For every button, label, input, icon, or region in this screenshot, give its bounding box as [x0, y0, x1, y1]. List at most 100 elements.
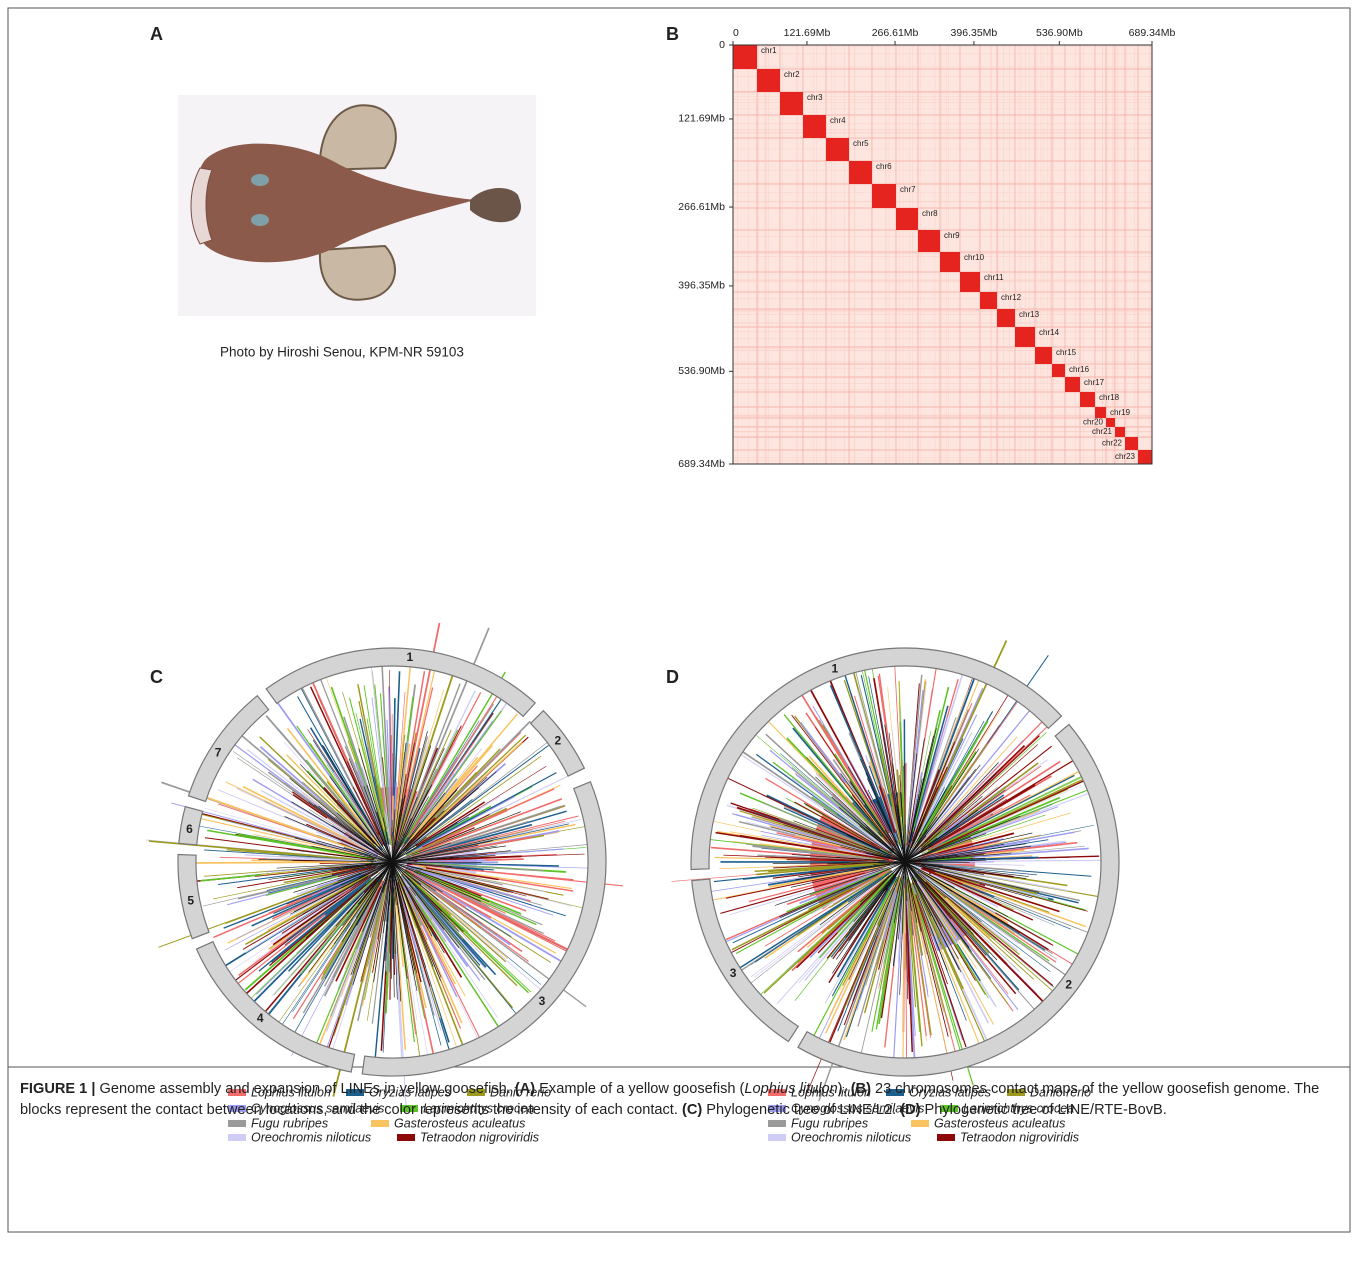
chromosome-label: chr7 [900, 185, 916, 194]
tree-branch [386, 719, 392, 828]
tree-branch [750, 878, 884, 984]
legend-swatch [467, 1089, 485, 1096]
tree-branch [409, 756, 479, 841]
tree-branch [904, 861, 978, 935]
tree-branch [343, 847, 372, 857]
tree-branch [258, 881, 368, 972]
tree-branch [922, 887, 977, 969]
tree-branch [921, 807, 1003, 854]
tree-branch [853, 887, 894, 974]
legend-swatch [768, 1105, 786, 1112]
tree-branch [853, 695, 900, 843]
tree-branch [397, 667, 457, 841]
tree-branch [391, 861, 417, 973]
tree-branch [904, 861, 922, 932]
phylogenetic-tree [671, 640, 1112, 1102]
tree-branch [320, 876, 384, 980]
tree-branch [391, 861, 395, 998]
tree-branch [904, 742, 955, 863]
tree-branch [245, 874, 369, 946]
tree-branch [349, 857, 361, 860]
tree-branch [311, 870, 371, 897]
tree-branch [914, 716, 948, 830]
tree-branch [904, 861, 918, 923]
tree-branch [728, 866, 890, 916]
tree-branch [904, 816, 938, 863]
tree-branch [927, 778, 1083, 852]
tree-branch [847, 766, 906, 863]
tree-branch [730, 831, 876, 857]
tree-branch [293, 861, 393, 893]
tree-branch [418, 868, 459, 881]
tree-branch [410, 735, 557, 849]
tree-branch [405, 877, 523, 1022]
tree-branch [911, 893, 950, 1061]
tree-branch [380, 654, 392, 835]
tree-branch [904, 861, 987, 956]
legend-swatch [886, 1089, 904, 1096]
tree-branch [373, 861, 393, 982]
tree-branch [233, 751, 371, 848]
tree-branch [258, 859, 393, 863]
tree-branch [362, 861, 393, 932]
tree-branch [391, 861, 452, 867]
legend-label: Cynoglossus semilaevis [791, 1101, 924, 1115]
chromosome-block [780, 92, 803, 115]
panel-label: D [666, 667, 679, 687]
tree-branch [919, 879, 1017, 995]
tree-branch [810, 870, 890, 915]
legend-swatch [768, 1120, 786, 1127]
tree-branch [866, 826, 906, 863]
x-tick-label: 121.69Mb [784, 27, 831, 39]
tree-branch [904, 861, 946, 899]
caption-text: Phylogenetic tree of LINE/L2. [702, 1102, 901, 1118]
tree-branch [799, 869, 883, 905]
chromosome-label: chr12 [1001, 293, 1022, 302]
tree-branch [302, 861, 393, 915]
tree-branch [904, 753, 918, 863]
legend-label: Lophius litulon [791, 1085, 871, 1099]
tree-branch [904, 861, 908, 902]
tree-branch [920, 734, 971, 833]
tree-branch [829, 881, 896, 1017]
tree-branch [732, 873, 880, 944]
tree-branch [909, 894, 931, 1038]
tree-branch [416, 734, 527, 839]
chromosome-label: chr19 [1110, 408, 1131, 417]
tree-branch [391, 861, 443, 893]
y-tick-label: 121.69Mb [678, 113, 725, 125]
tree-branch [899, 721, 906, 845]
tree-branch [854, 800, 906, 863]
tree-branch [414, 887, 487, 968]
fin [318, 104, 397, 172]
tree-branch [809, 688, 890, 834]
tree-branch [391, 850, 511, 863]
tree-branch [929, 794, 1031, 849]
tree-branch [410, 865, 546, 893]
tree-branch [829, 870, 890, 909]
tree-branch [391, 822, 458, 863]
tree-branch [904, 833, 987, 863]
tree-branch [420, 870, 493, 893]
tree-branch [882, 892, 898, 941]
tree-branch [904, 853, 984, 863]
caption-text: Genome assembly and expansion of LINEs i… [95, 1081, 515, 1097]
fish-photo [178, 95, 536, 316]
tree-branch [848, 861, 906, 948]
tree-branch [904, 861, 982, 923]
tree-branch [244, 854, 361, 862]
tree-branch [783, 807, 891, 857]
tree-branch [391, 810, 445, 863]
tree-branch [904, 861, 1020, 934]
tree-branch [308, 809, 369, 848]
tree-branch [776, 882, 887, 1005]
tree-branch [412, 871, 544, 935]
chromosome-block [1052, 364, 1065, 377]
tree-branch [905, 891, 916, 1037]
tree-branch [932, 812, 1071, 854]
tree-branch [933, 814, 1046, 854]
tree-branch [906, 881, 927, 1037]
tree-branch [930, 873, 999, 908]
tree-branch [927, 774, 1075, 851]
tree-branch [322, 744, 393, 863]
